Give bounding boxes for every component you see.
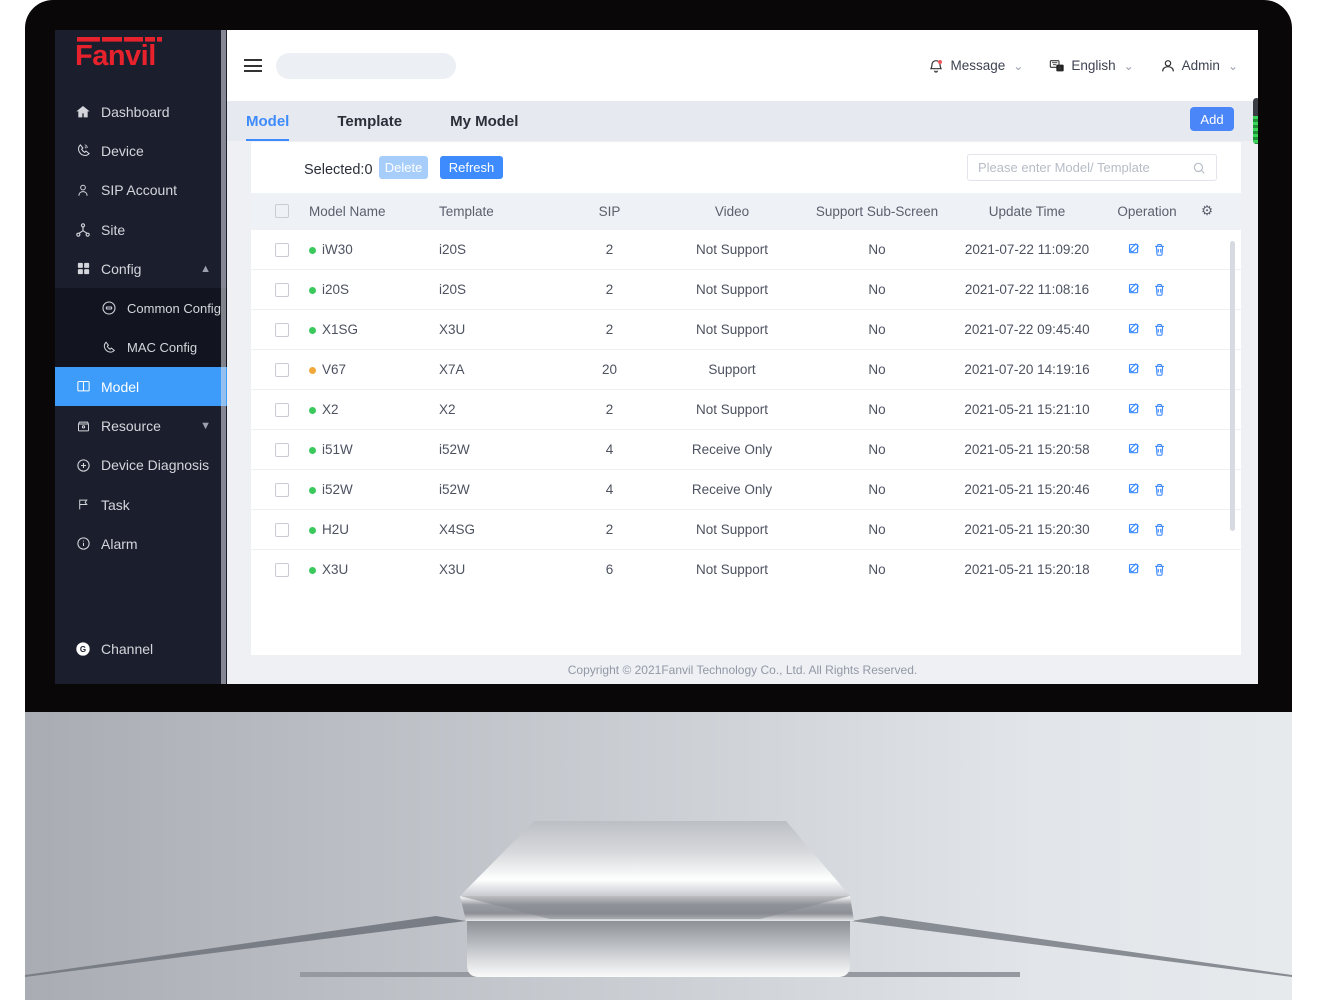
svg-text:Fanvil: Fanvil [75, 40, 156, 70]
svg-text:A: A [1058, 66, 1062, 72]
svg-text:G: G [80, 645, 86, 654]
